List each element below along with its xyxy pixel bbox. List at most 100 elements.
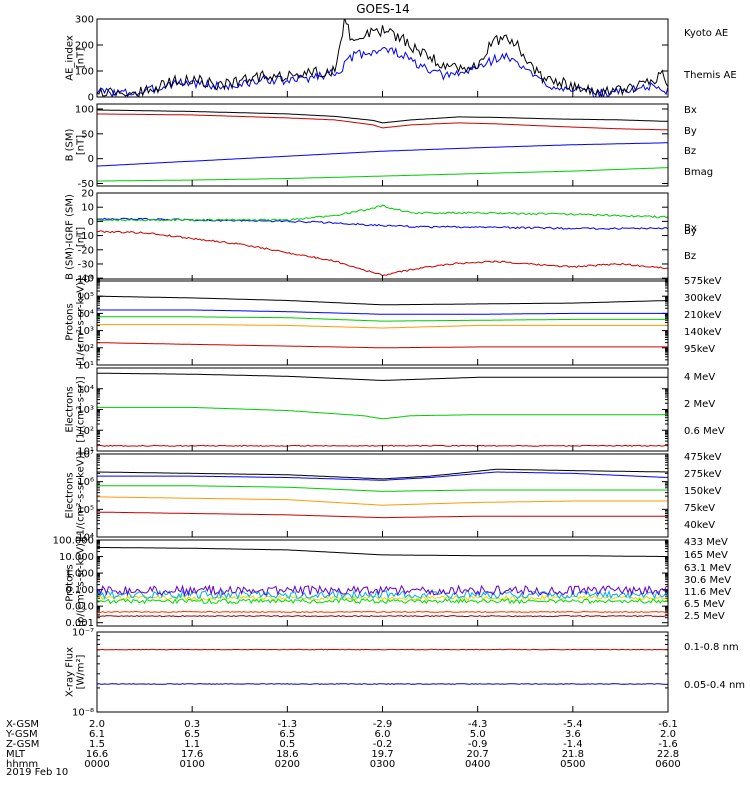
ephemeris-footer: X-GSM 2.0 0.3 -1.3 -2.9 -4.3 -5.4 -6.1 Y-GSM 6.1 6… <box>5 719 681 770</box>
panel-8-ytick-label: 10⁻⁸ <box>72 708 94 719</box>
panel-3-ytick-label: -10 <box>78 231 94 242</box>
legend-433-mev: 433 MeV <box>684 537 728 548</box>
series-line-by <box>97 204 668 222</box>
legend-bz: Bz <box>684 251 696 262</box>
footer-value: 0600 <box>655 759 680 770</box>
panel-6-ytick-label: 10⁷ <box>77 450 94 461</box>
legend-themis-ae: Themis AE <box>683 70 737 81</box>
footer-value: 3.6 <box>565 729 581 740</box>
legend-11-6-mev: 11.6 MeV <box>684 587 731 598</box>
legend-0-05-0-4-nm: 0.05-0.4 nm <box>684 680 745 691</box>
panel-8: X-ray Flux[W/m²] 10⁻⁸ 10⁻⁷ 0.1-0.8 nm 0.05-0… <box>65 628 746 719</box>
panel-7-ytick-label: 0.001 <box>65 618 94 629</box>
panel-7-ytick-label: 0.100 <box>65 585 94 596</box>
footer-value: 2.0 <box>660 729 676 740</box>
series-line-275kev <box>97 496 668 506</box>
footer-value: -0.9 <box>468 739 488 750</box>
footer-value: 17.6 <box>181 749 203 760</box>
footer-row-label: Y-GSM <box>5 729 38 740</box>
series-line-210kev <box>97 316 668 322</box>
panel-2-ytick-label: 100 <box>75 104 94 115</box>
panel-1-ytick-label: 0 <box>88 93 94 104</box>
panel-5-ytick-label: 10² <box>77 426 94 437</box>
series-line-bz <box>97 230 668 277</box>
footer-value: 18.6 <box>276 749 298 760</box>
legend-by: By <box>684 226 697 237</box>
legend-bx: Bx <box>684 105 697 116</box>
panel-6-frame <box>96 453 669 538</box>
panel-5-ytick-label: 10¹ <box>77 447 94 458</box>
series-line-300kev <box>97 324 668 329</box>
legend-475kev: 475keV <box>684 452 722 463</box>
footer-value: -1.3 <box>278 719 298 730</box>
series-line-433-mev <box>97 615 668 618</box>
footer-value: 6.5 <box>184 729 200 740</box>
series-line-150kev <box>97 485 668 492</box>
panel-4-ytick-label: 10⁶ <box>77 275 94 286</box>
plot-title: GOES-14 <box>356 2 410 16</box>
panel-6-ytick-label: 10⁶ <box>77 477 94 488</box>
panel-3: B (SM)-IGRF (SM)[nT]-40-30-20-1001020BxB… <box>65 189 697 285</box>
panel-2-ytick-label: 0 <box>88 154 94 165</box>
panel-3-ytick-label: 10 <box>81 203 94 214</box>
legend-40kev: 40keV <box>684 520 715 531</box>
series-line-bx <box>97 217 668 230</box>
panel-1-ytick-label: 200 <box>75 41 94 52</box>
panel-4-ytick-label: 10² <box>77 343 94 354</box>
series-line-bx <box>97 142 668 167</box>
series-line-40kev <box>97 468 668 480</box>
footer-value: 0.5 <box>279 739 295 750</box>
series-line-bz <box>97 113 668 131</box>
panel-3-ylabel: B (SM)-IGRF (SM)[nT] <box>65 194 87 280</box>
legend-300kev: 300keV <box>684 293 722 304</box>
series-line-75kev <box>97 471 668 481</box>
panel-1-ytick-label: 300 <box>75 15 94 26</box>
panel-5-ytick-label: 10³ <box>77 405 94 416</box>
legend-210kev: 210keV <box>684 310 722 321</box>
footer-value: 6.0 <box>375 729 391 740</box>
footer-value: 0200 <box>275 759 300 770</box>
panel-1-ylabel: AE_index[nT] <box>65 35 87 81</box>
series-line-6-5-mev <box>97 584 668 597</box>
legend-0-6-mev: 0.6 MeV <box>684 426 725 437</box>
panel-6-ytick-label: 10⁵ <box>77 505 94 516</box>
footer-value: 2.0 <box>89 719 105 730</box>
footer-value: -6.1 <box>658 719 678 730</box>
footer-value: 0300 <box>370 759 395 770</box>
panel-7-ytick-label: 100.000 <box>53 536 94 547</box>
footer-row-label: Z-GSM <box>6 739 39 750</box>
date-label: 2019 Feb 10 <box>6 767 68 778</box>
legend-kyoto-ae: Kyoto AE <box>684 28 728 39</box>
series-line-475kev <box>97 511 668 519</box>
panel-3-frame <box>96 192 669 282</box>
footer-value: 6.5 <box>279 729 295 740</box>
footer-value: 1.5 <box>89 739 105 750</box>
footer-value: 5.0 <box>470 729 486 740</box>
series-line-0-05-0-4-nm <box>97 683 668 685</box>
series-line-2-5-mev <box>97 546 668 557</box>
series-line-575kev <box>97 342 668 349</box>
panel-2-ytick-label: -50 <box>78 179 94 190</box>
footer-value: 1.1 <box>184 739 200 750</box>
panel-2: B (SM)[nT] -50 0 50 100 Bx By Bz Bmag <box>65 103 713 190</box>
panel-8-frame <box>96 631 669 713</box>
legend-275kev: 275keV <box>684 469 722 480</box>
panel-5-ylabel: Electrons[1/(cm²-s-sr)] <box>65 376 87 442</box>
footer-row-label: hhmm <box>6 759 38 770</box>
series-line-by <box>97 167 668 182</box>
panel-3-ytick-label: 0 <box>88 217 94 228</box>
panel-3-ytick-label: -40 <box>78 274 94 285</box>
footer-row-label: X-GSM <box>6 719 39 730</box>
footer-value: -4.3 <box>468 719 488 730</box>
footer-value: 22.8 <box>657 749 679 760</box>
panel-4-ytick-label: 10¹ <box>77 361 94 372</box>
footer-value: 0100 <box>179 759 204 770</box>
footer-value: 19.7 <box>371 749 393 760</box>
panel-1-ytick-label: 100 <box>75 67 94 78</box>
legend-75kev: 75keV <box>684 503 715 514</box>
panel-3-ytick-label: 20 <box>81 189 94 200</box>
footer-value: 6.1 <box>89 729 105 740</box>
footer-value: 21.8 <box>562 749 584 760</box>
panel-6-ylabel: Electrons[1/(cm²-s-sr-keV)] <box>65 452 87 540</box>
